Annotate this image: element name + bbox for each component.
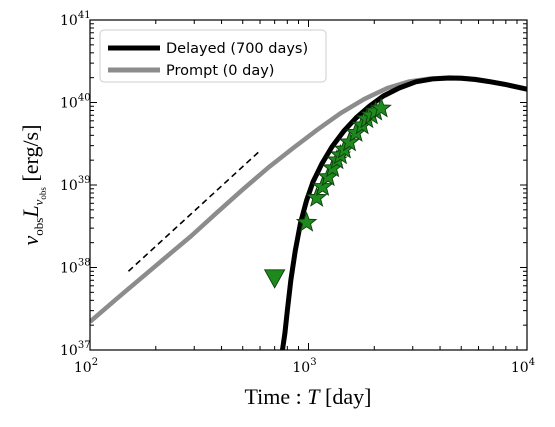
observation-star — [338, 130, 361, 152]
x-tick-label: 102 — [74, 357, 98, 376]
legend: Delayed (700 days) Prompt (0 day) — [99, 29, 327, 83]
plot-area — [90, 75, 527, 350]
x-axis-title-prefix: Time : — [245, 384, 308, 409]
x-axis-title-unit: [day] — [320, 384, 372, 409]
y-axis-title: νobsLνobs [erg/s] — [18, 125, 48, 246]
upper-limit-triangle — [263, 269, 286, 289]
y-tick-label: 1039 — [60, 175, 91, 194]
y-axis-nu-sub: obs — [31, 218, 46, 236]
y-axis-L-sub-nu: ν — [31, 199, 46, 205]
y-tick-label: 1041 — [60, 10, 91, 29]
observation-markers — [263, 97, 392, 289]
observation-star — [311, 175, 334, 196]
x-tick-label: 104 — [511, 357, 535, 376]
y-tick-label: 1038 — [60, 258, 91, 277]
y-axis-unit: [erg/s] — [18, 125, 43, 188]
observation-star — [370, 97, 392, 118]
tick-labels: 102 103 104 1037 1038 1039 1040 1041 — [60, 10, 535, 376]
y-axis-nu: ν — [18, 235, 43, 245]
observation-star — [295, 211, 318, 232]
observation-star — [305, 186, 328, 207]
x-tick-label: 103 — [292, 357, 316, 376]
y-tick-label: 1037 — [60, 340, 91, 359]
y-axis-L: L — [18, 205, 43, 218]
x-axis-title: Time : T [day] — [245, 384, 372, 409]
reference-slope-line — [127, 150, 261, 272]
x-axis-title-var: T — [307, 384, 321, 409]
y-axis-L-sub-sub: obs — [38, 187, 48, 200]
series-delayed-line — [279, 75, 527, 350]
legend-label-delayed: Delayed (700 days) — [166, 41, 308, 57]
series-layer — [90, 75, 527, 350]
y-tick-label: 1040 — [60, 93, 91, 112]
plot-frame — [89, 19, 528, 351]
legend-label-prompt: Prompt (0 day) — [166, 63, 274, 79]
